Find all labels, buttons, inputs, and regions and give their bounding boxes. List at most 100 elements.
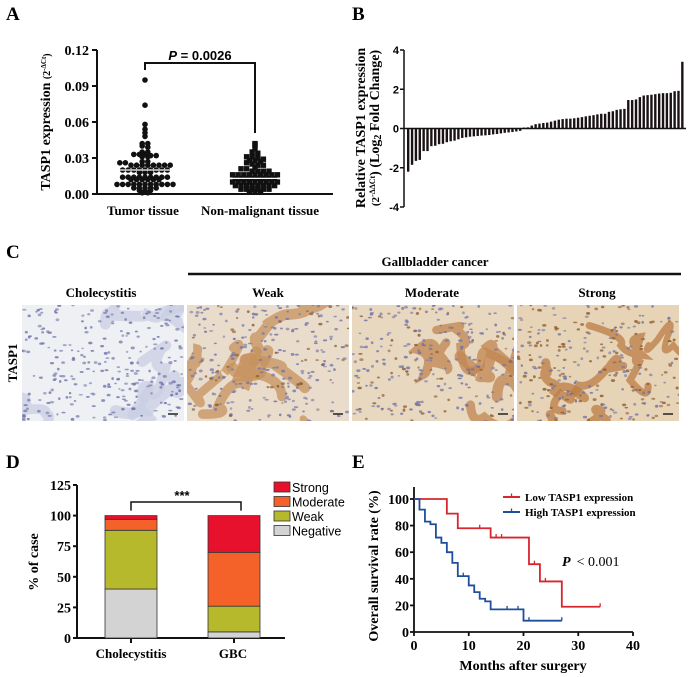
ihc-nucleus <box>602 354 607 358</box>
ihc-nucleus <box>537 366 542 369</box>
ihc-nucleus <box>246 381 250 385</box>
ihc-nucleus <box>557 379 561 382</box>
ihc-nucleus <box>241 336 245 339</box>
ihc-nucleus <box>103 311 108 314</box>
ihc-nucleus <box>301 372 304 375</box>
ihc-nucleus <box>231 351 236 355</box>
ihc-nucleus <box>125 350 129 353</box>
ihc-nucleus <box>444 339 449 342</box>
ihc-nucleus <box>175 392 179 396</box>
panel-a-tumor-point <box>142 77 148 83</box>
ihc-nucleus <box>634 332 638 336</box>
ihc-nucleus <box>128 356 132 360</box>
ihc-nucleus <box>519 318 524 321</box>
ihc-nucleus <box>78 393 83 396</box>
ihc-nucleus <box>583 337 587 339</box>
panel-d-y-tick-label: 25 <box>57 601 71 616</box>
panel-b-bar <box>673 91 676 129</box>
ihc-nucleus <box>561 396 565 399</box>
panel-d-significance: *** <box>174 488 190 503</box>
ihc-nucleus <box>467 386 471 389</box>
ihc-nucleus <box>615 371 619 375</box>
ihc-nucleus <box>61 361 66 364</box>
ihc-tissue-band <box>643 321 679 356</box>
ihc-nucleus <box>461 407 464 411</box>
ihc-nucleus <box>153 343 158 346</box>
panel-d-significance-bracket <box>130 501 242 511</box>
panel-e-x-tick-label: 40 <box>626 639 640 654</box>
ihc-nucleus <box>562 375 567 378</box>
ihc-nucleus <box>261 331 265 335</box>
ihc-nucleus <box>390 375 394 379</box>
ihc-nucleus <box>50 388 54 392</box>
ihc-nucleus <box>97 320 102 323</box>
panel-e-y-tick-label: 40 <box>395 573 409 588</box>
ihc-nucleus <box>173 360 177 362</box>
ihc-nucleus <box>428 347 433 351</box>
panel-b-bar <box>488 128 491 135</box>
ihc-nucleus <box>260 309 265 312</box>
panel-b-bar <box>461 128 464 138</box>
ihc-nucleus <box>675 402 679 404</box>
ihc-nucleus <box>479 377 482 379</box>
ihc-nucleus <box>265 368 270 372</box>
ihc-nucleus <box>304 322 310 324</box>
ihc-nucleus <box>111 411 116 414</box>
ihc-nucleus <box>104 360 107 364</box>
ihc-nucleus <box>73 383 78 386</box>
ihc-nucleus <box>620 356 624 359</box>
ihc-nucleus <box>501 336 505 340</box>
panel-b-bar <box>511 128 514 133</box>
ihc-nucleus <box>403 305 408 309</box>
ihc-nucleus <box>540 396 544 400</box>
ihc-nucleus <box>427 410 431 414</box>
panel-a-nonmalignant-point <box>238 166 244 172</box>
ihc-nucleus <box>564 348 568 351</box>
ihc-nucleus <box>566 389 570 393</box>
panel-a-nonmalignant-point <box>266 186 272 192</box>
ihc-nucleus <box>668 364 673 367</box>
ihc-nucleus <box>353 360 357 364</box>
ihc-nucleus <box>213 353 217 356</box>
ihc-nucleus <box>365 337 369 340</box>
ihc-nucleus <box>422 338 426 342</box>
ihc-nucleus <box>458 339 463 342</box>
panel-b-bar <box>634 99 638 129</box>
ihc-nucleus <box>292 389 297 393</box>
ihc-nucleus <box>164 322 168 325</box>
ihc-nucleus <box>493 312 497 315</box>
ihc-nucleus <box>39 342 44 345</box>
ihc-nucleus <box>538 419 542 421</box>
ihc-nucleus <box>274 316 278 319</box>
ihc-nucleus <box>243 343 248 347</box>
panel-d-bar-negative <box>207 631 261 639</box>
ihc-nucleus <box>654 414 659 418</box>
ihc-nucleus <box>176 384 180 387</box>
panel-e-y-tick-label: 60 <box>395 546 409 561</box>
ihc-nucleus <box>522 374 527 378</box>
ihc-nucleus <box>267 414 272 417</box>
ihc-nucleus <box>369 307 373 311</box>
ihc-nucleus <box>476 365 481 368</box>
panel-b-y-tick-label: 0 <box>393 124 399 136</box>
ihc-nucleus <box>454 358 459 361</box>
ihc-nucleus <box>625 412 630 415</box>
ihc-nucleus <box>638 314 642 317</box>
panel-d-legend-label-moderate: Moderate <box>292 496 345 510</box>
ihc-nucleus <box>261 368 266 371</box>
ihc-nucleus <box>478 401 482 405</box>
ihc-nucleus <box>61 411 66 414</box>
ihc-nucleus <box>329 337 333 341</box>
ihc-nucleus <box>439 377 444 380</box>
ihc-nucleus <box>198 377 203 381</box>
ihc-nucleus <box>539 343 543 347</box>
ihc-nucleus <box>651 320 655 323</box>
ihc-nucleus <box>314 340 318 343</box>
ihc-nucleus <box>145 345 148 349</box>
ihc-nucleus <box>642 391 645 395</box>
ihc-nucleus <box>170 393 174 397</box>
ihc-nucleus <box>431 308 435 310</box>
ihc-nucleus <box>629 368 633 371</box>
ihc-nucleus <box>154 309 158 311</box>
ihc-nucleus <box>621 388 624 391</box>
